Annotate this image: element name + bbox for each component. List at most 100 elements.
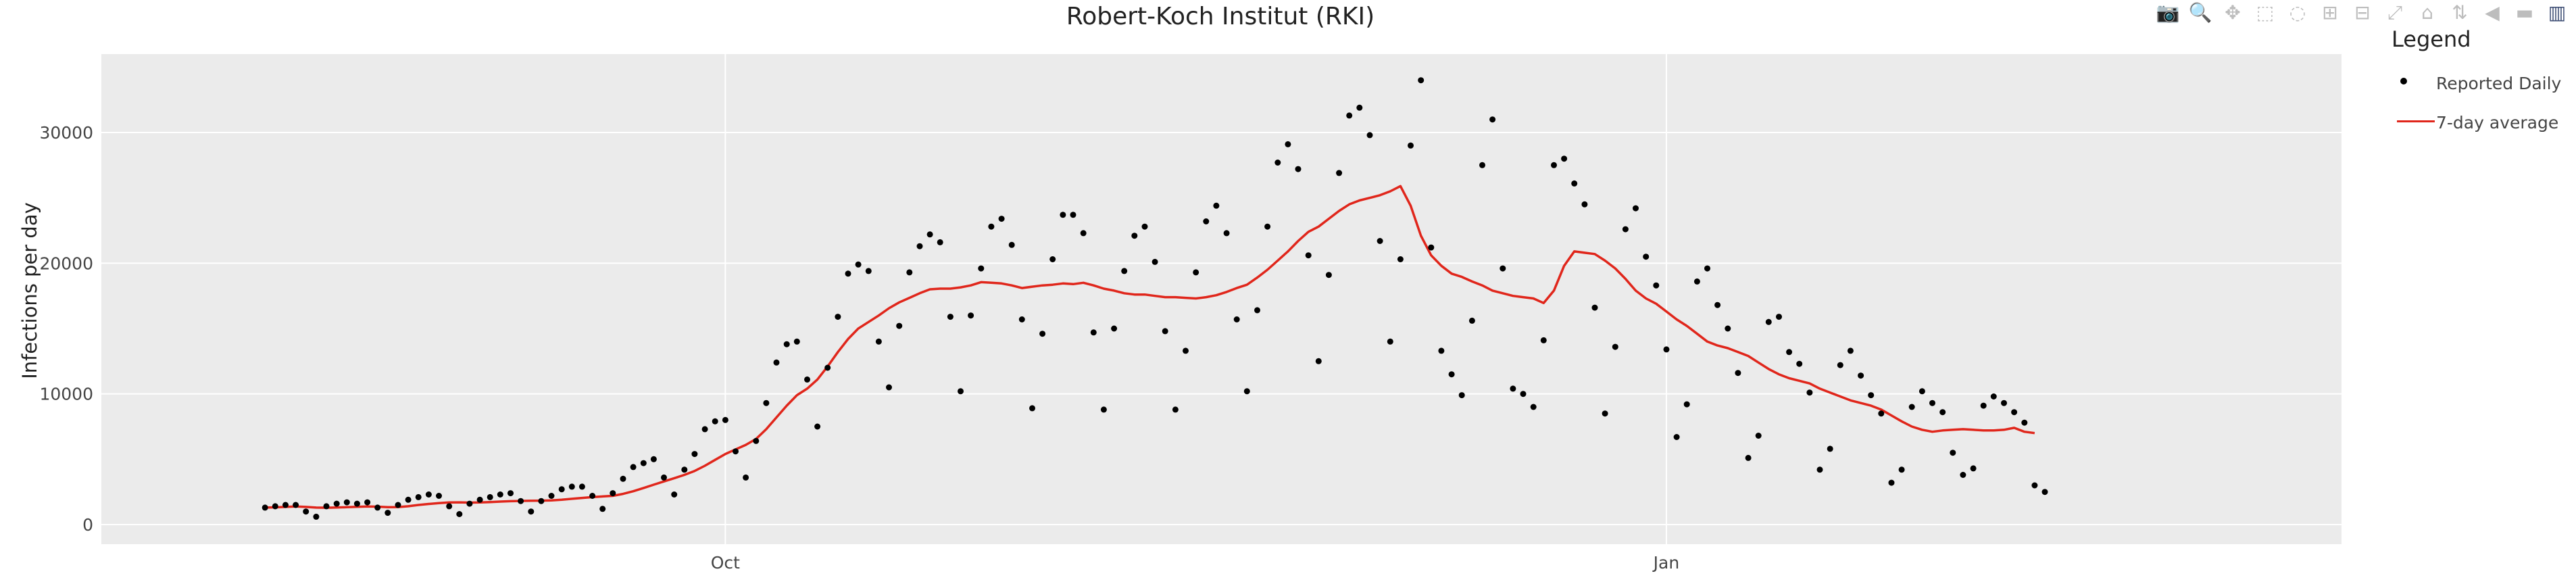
data-point — [353, 500, 360, 507]
data-point — [1387, 338, 1393, 345]
data-point — [364, 499, 371, 506]
plotly-logo-icon[interactable]: ▥ — [2548, 1, 2567, 24]
data-point — [1939, 409, 1946, 416]
data-point — [1837, 362, 1843, 368]
data-point — [630, 464, 637, 470]
data-point — [497, 491, 503, 498]
data-point — [926, 231, 933, 238]
box-select-icon[interactable]: ⬚ — [2256, 1, 2275, 24]
data-point — [1213, 202, 1220, 209]
data-point — [875, 338, 882, 345]
data-point — [1786, 349, 1793, 356]
data-point — [1612, 343, 1618, 350]
series-reported-daily — [262, 77, 2048, 520]
data-point — [1847, 347, 1854, 354]
legend-label-reported-daily: Reported Daily — [2436, 73, 2562, 93]
spike-lines-icon[interactable]: ⇅ — [2452, 1, 2468, 24]
data-point — [1950, 450, 1956, 456]
data-point — [620, 475, 626, 482]
zoom-in-icon[interactable]: ⊞ — [2322, 1, 2338, 24]
data-point — [262, 504, 268, 511]
data-point — [1602, 410, 1608, 417]
data-point — [1008, 241, 1015, 248]
legend-marker-line — [2397, 120, 2435, 122]
data-point — [2001, 400, 2007, 406]
data-point — [988, 223, 995, 230]
chart-title: Robert-Koch Institut (RKI) — [1066, 3, 1375, 30]
data-point — [947, 314, 953, 320]
data-point — [855, 261, 862, 268]
data-point — [1633, 205, 1639, 212]
data-point — [1070, 212, 1076, 218]
data-point — [763, 400, 770, 406]
data-point — [1489, 116, 1496, 123]
data-point — [1315, 358, 1322, 364]
data-point — [1458, 392, 1465, 399]
data-point — [1704, 265, 1710, 272]
data-point — [701, 426, 708, 433]
data-point — [1233, 316, 1240, 322]
data-point — [578, 483, 585, 490]
data-point — [1806, 389, 1813, 396]
data-point — [1162, 328, 1168, 335]
data-point — [518, 498, 524, 504]
data-point — [1561, 155, 1568, 162]
autoscale-icon[interactable]: ⤢ — [2387, 1, 2403, 24]
zoom-out-icon[interactable]: ⊟ — [2354, 1, 2371, 24]
data-point — [1377, 238, 1383, 244]
data-point — [1796, 360, 1803, 367]
hover-closest-icon[interactable]: ◀ — [2485, 1, 2500, 24]
legend: Legend Reported Daily 7-day average — [2375, 24, 2571, 142]
data-point — [1755, 433, 1762, 439]
data-point — [1898, 466, 1905, 473]
data-point — [1530, 404, 1537, 410]
data-point — [691, 451, 698, 458]
data-point — [1448, 371, 1455, 378]
data-point — [1397, 256, 1404, 262]
data-point — [466, 500, 473, 507]
pan-icon[interactable]: ✥ — [2225, 1, 2241, 24]
data-point — [548, 493, 555, 499]
data-point — [958, 388, 964, 395]
data-point — [968, 312, 974, 319]
data-point — [1172, 406, 1179, 413]
data-point — [773, 359, 780, 366]
data-point — [1183, 347, 1189, 354]
data-point — [528, 508, 535, 515]
data-point — [343, 499, 350, 506]
data-point — [599, 506, 606, 512]
legend-item-7-day-average[interactable]: 7-day average — [2375, 103, 2571, 142]
data-point — [610, 490, 616, 497]
camera-icon[interactable]: 📷 — [2156, 1, 2180, 24]
data-point — [1325, 272, 1332, 279]
lasso-icon[interactable]: ◌ — [2289, 1, 2306, 24]
data-point — [1551, 162, 1557, 168]
data-point — [303, 508, 309, 515]
data-point — [1571, 180, 1578, 187]
data-point — [814, 423, 821, 430]
data-point — [1428, 244, 1435, 251]
data-point — [385, 510, 391, 516]
data-point — [2011, 409, 2018, 416]
data-point — [589, 493, 596, 499]
data-point — [1305, 252, 1312, 259]
data-point — [1193, 269, 1199, 276]
data-point — [323, 503, 330, 510]
home-icon[interactable]: ⌂ — [2421, 1, 2433, 24]
data-point — [2021, 419, 2028, 426]
x-tick-labels: Oct Jan — [711, 553, 1679, 573]
y-tick-label: 30000 — [39, 123, 93, 143]
data-point — [661, 474, 667, 481]
legend-item-reported-daily[interactable]: Reported Daily — [2375, 64, 2571, 103]
data-point — [1366, 132, 1373, 139]
data-point — [1151, 258, 1158, 265]
data-point — [1827, 445, 1833, 452]
data-point — [1223, 230, 1230, 237]
zoom-icon[interactable]: 🔍 — [2188, 1, 2212, 24]
hover-compare-icon[interactable]: ▬ — [2515, 1, 2534, 24]
y-tick-label: 20000 — [39, 253, 93, 273]
x-tick-label: Oct — [711, 553, 740, 573]
data-point — [1049, 256, 1056, 262]
data-point — [558, 486, 565, 493]
